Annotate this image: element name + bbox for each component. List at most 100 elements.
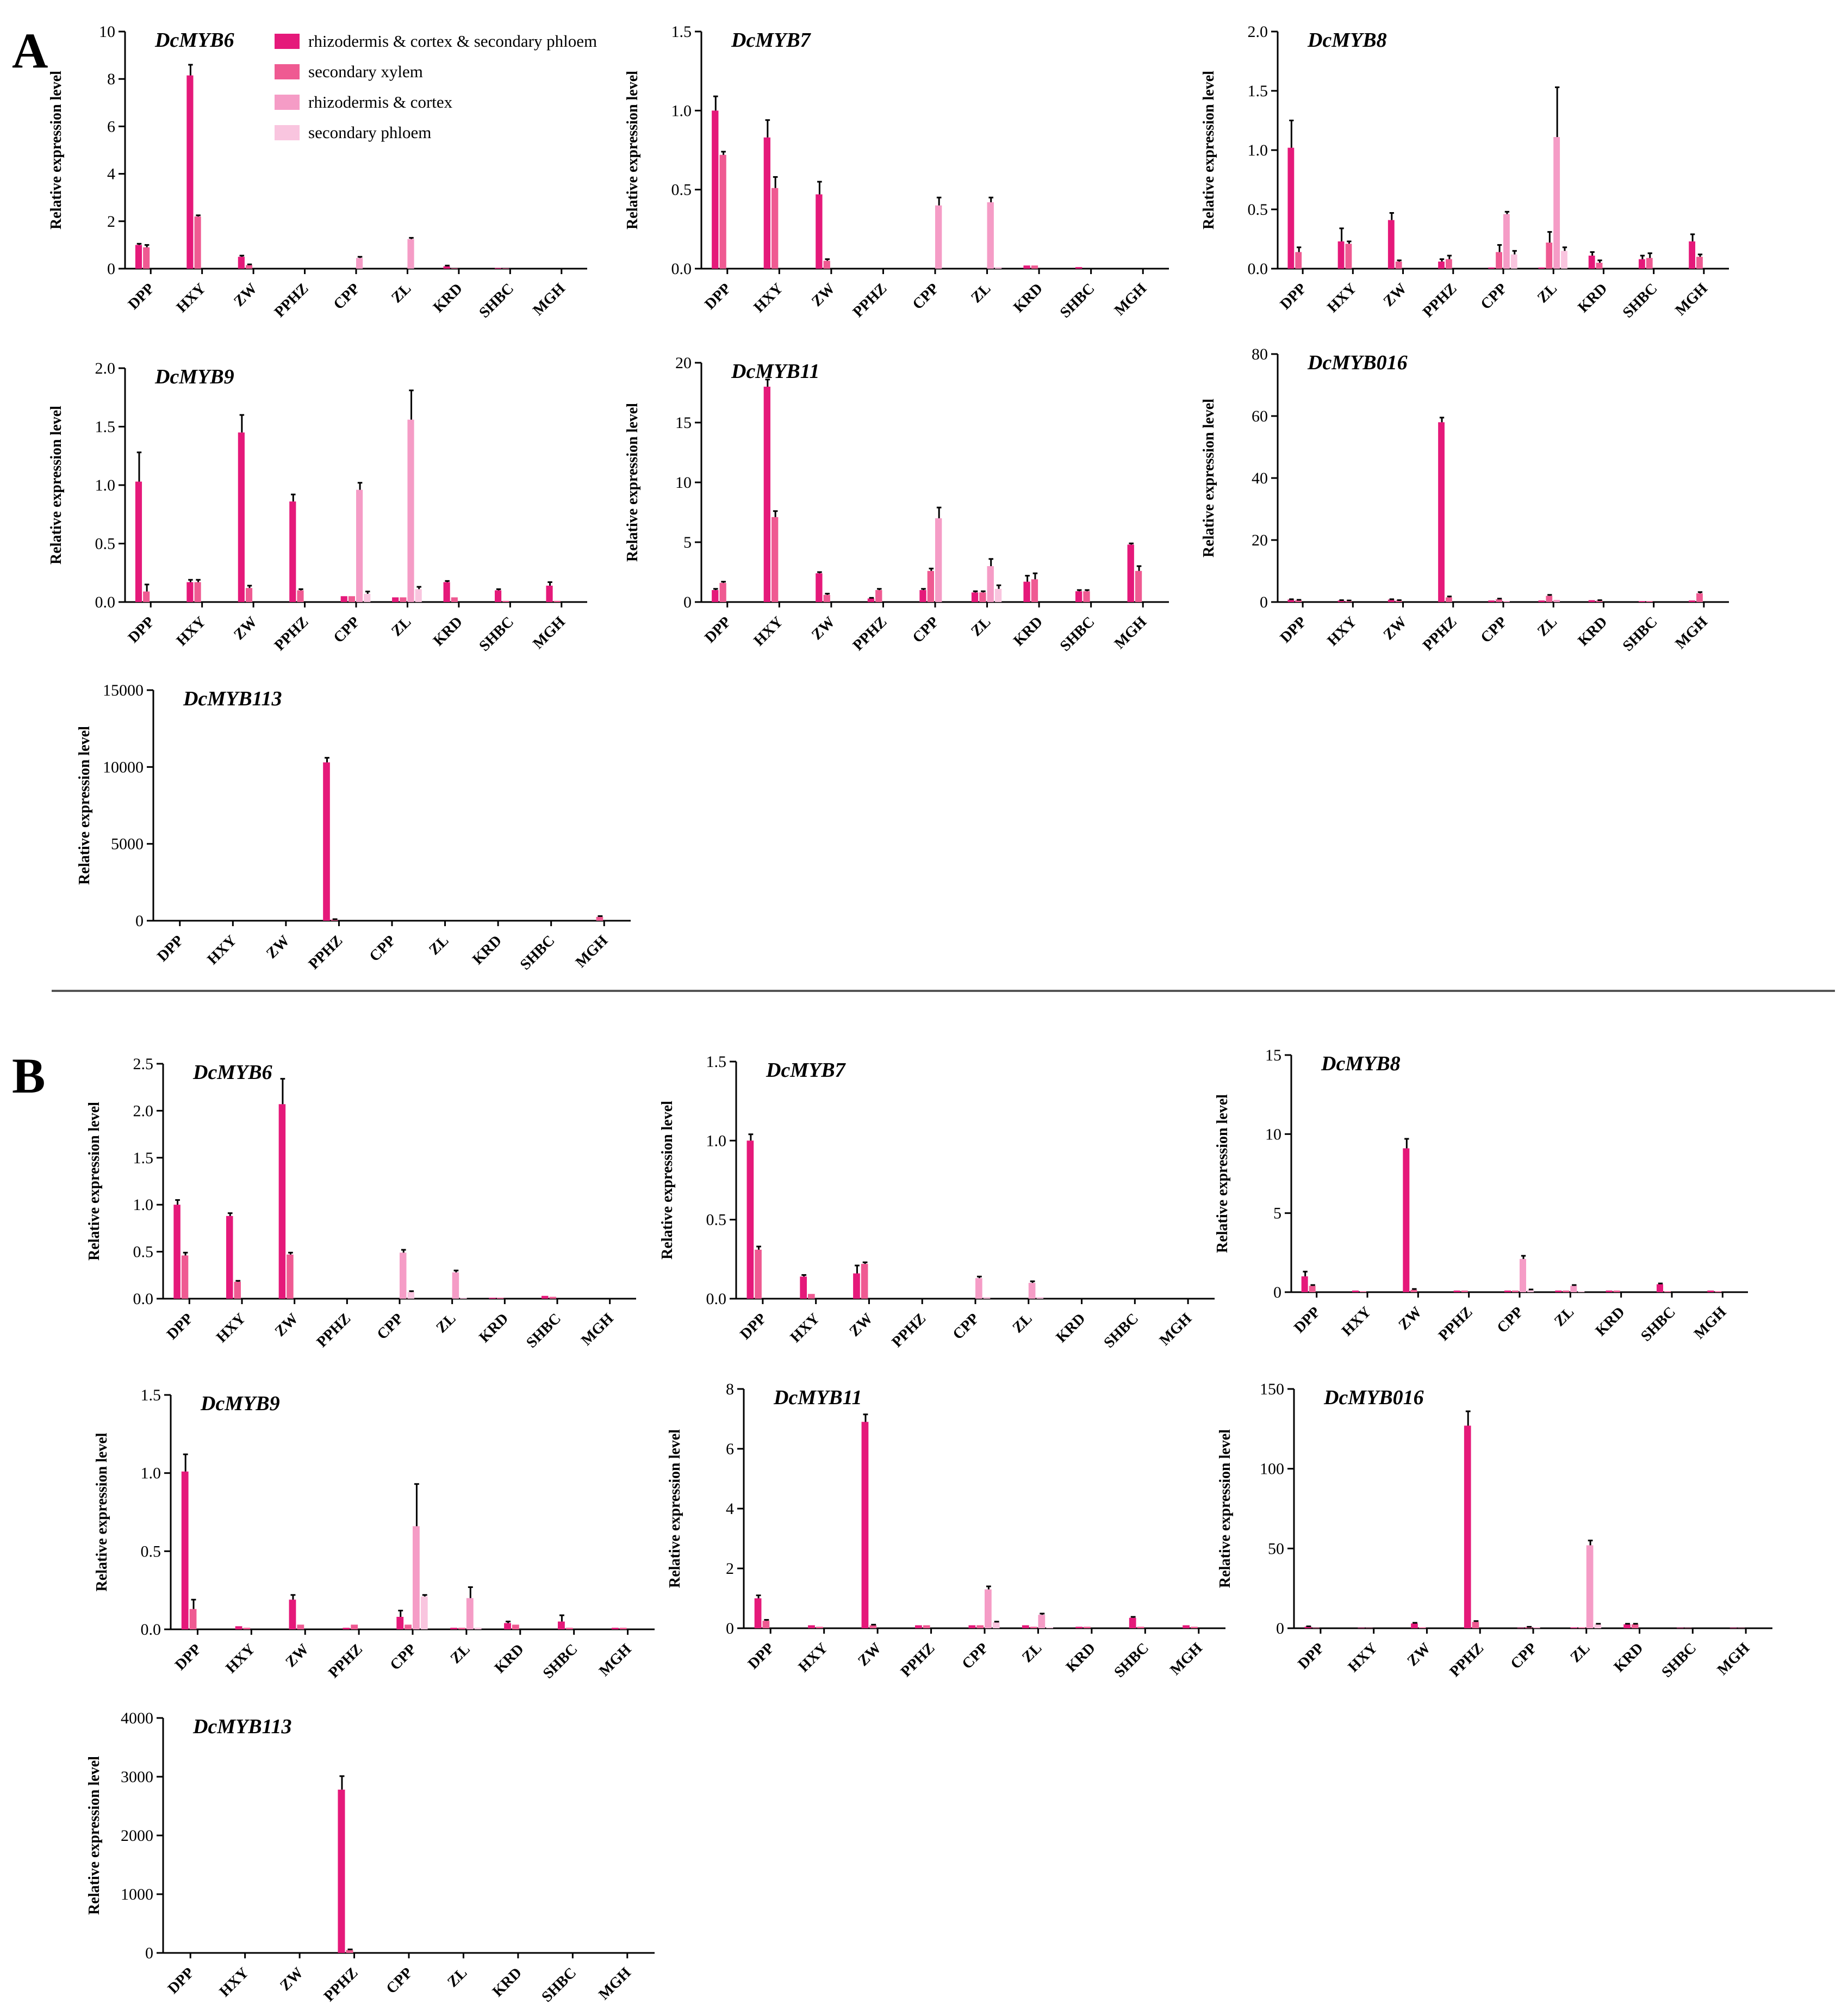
bar bbox=[443, 582, 450, 602]
x-tick-label: CPP bbox=[374, 1310, 407, 1343]
bar bbox=[596, 916, 603, 921]
y-tick-label: 1.5 bbox=[706, 1053, 727, 1071]
bar bbox=[1696, 593, 1703, 602]
bar bbox=[443, 266, 450, 269]
bar bbox=[1453, 1291, 1460, 1292]
x-tick-label: SHBC bbox=[1100, 1310, 1142, 1351]
bar bbox=[495, 268, 502, 269]
x-tick-label: DPP bbox=[154, 932, 186, 965]
bar bbox=[553, 600, 561, 602]
bar bbox=[853, 1273, 860, 1299]
bar bbox=[1023, 581, 1030, 602]
x-tick-label: SHBC bbox=[1658, 1640, 1700, 1681]
x-tick-label: HXY bbox=[213, 1310, 249, 1346]
bar bbox=[867, 598, 875, 602]
bar bbox=[1623, 1624, 1631, 1628]
bar bbox=[546, 585, 553, 602]
y-tick-label: 15000 bbox=[103, 681, 144, 699]
x-tick-label: ZL bbox=[1567, 1640, 1593, 1666]
bar bbox=[351, 1624, 358, 1629]
y-tick-label: 4 bbox=[107, 165, 115, 183]
bar bbox=[1689, 600, 1696, 602]
legend-item: secondary phloem bbox=[275, 117, 597, 148]
bar bbox=[1596, 600, 1603, 602]
x-tick-label: ZW bbox=[263, 932, 293, 962]
bar bbox=[1337, 600, 1345, 602]
bar bbox=[823, 260, 830, 269]
bar bbox=[1387, 599, 1395, 602]
bar bbox=[1445, 597, 1452, 602]
bar bbox=[1563, 1291, 1570, 1292]
bar bbox=[340, 596, 347, 602]
bar bbox=[1295, 600, 1302, 602]
x-tick-label: KRD bbox=[469, 932, 505, 968]
legend-swatch bbox=[275, 34, 300, 49]
x-tick-label: CPP bbox=[910, 280, 942, 313]
y-axis-label: Relative expression level bbox=[667, 1429, 683, 1588]
y-axis-label: Relative expression level bbox=[1217, 1429, 1234, 1588]
bar-chart: DcMYB7 Relative expression level 0.0 0.5 1.0… bbox=[659, 1053, 1215, 1351]
bar bbox=[800, 1276, 807, 1299]
x-tick-label: ZL bbox=[388, 280, 414, 306]
bar bbox=[1707, 1291, 1714, 1292]
bar bbox=[413, 1526, 420, 1629]
bar bbox=[400, 1252, 407, 1299]
x-tick-label: KRD bbox=[1010, 280, 1046, 316]
bar bbox=[1183, 1625, 1190, 1628]
bar bbox=[1510, 254, 1517, 269]
x-tick-label: PPHZ bbox=[1446, 1640, 1487, 1680]
bar bbox=[235, 1626, 242, 1629]
y-tick-label: 2 bbox=[107, 213, 115, 231]
y-tick-label: 0.5 bbox=[1248, 201, 1268, 219]
y-tick-label: 1.5 bbox=[95, 418, 116, 436]
bar bbox=[181, 1255, 189, 1299]
x-tick-label: MGH bbox=[596, 1641, 635, 1680]
bar bbox=[194, 216, 201, 269]
x-tick-label: HXY bbox=[750, 280, 786, 316]
x-tick-label: KRD bbox=[1575, 613, 1610, 649]
x-tick-label: CPP bbox=[959, 1640, 992, 1672]
y-tick-label: 0 bbox=[1260, 593, 1268, 611]
bar bbox=[1084, 1627, 1091, 1628]
x-tick-label: ZW bbox=[231, 280, 260, 310]
x-tick-label: PPHZ bbox=[1420, 280, 1460, 321]
bar bbox=[1395, 261, 1402, 269]
chart-title: DcMYB016 bbox=[1307, 351, 1408, 374]
bar bbox=[1352, 1291, 1359, 1292]
y-tick-label: 1.5 bbox=[141, 1386, 161, 1404]
y-tick-label: 1.0 bbox=[706, 1132, 727, 1150]
x-tick-label: PPHZ bbox=[888, 1310, 929, 1351]
bar bbox=[1445, 259, 1452, 269]
bar bbox=[1639, 601, 1645, 602]
y-tick-label: 10 bbox=[675, 474, 692, 492]
bar bbox=[245, 588, 253, 602]
bar bbox=[861, 1422, 869, 1628]
bar bbox=[297, 1624, 304, 1629]
bar bbox=[1127, 544, 1134, 602]
bar bbox=[186, 582, 194, 602]
x-tick-label: ZL bbox=[433, 1310, 459, 1336]
y-tick-label: 1.0 bbox=[141, 1465, 161, 1482]
bar bbox=[558, 1621, 565, 1629]
x-tick-label: KRD bbox=[476, 1310, 512, 1346]
bar-chart: DcMYB113 Relative expression level 0 5000 10… bbox=[76, 681, 631, 973]
bar bbox=[356, 258, 363, 269]
x-tick-label: ZW bbox=[1395, 1304, 1425, 1333]
x-tick-label: MGH bbox=[1691, 1304, 1730, 1343]
bar bbox=[712, 110, 719, 269]
bar-chart: DcMYB9 Relative expression level 0.0 0.5 1.0… bbox=[48, 359, 587, 655]
y-tick-label: 1.5 bbox=[671, 23, 692, 41]
y-axis-label: Relative expression level bbox=[1200, 71, 1217, 229]
bar bbox=[875, 590, 882, 602]
bar bbox=[396, 1617, 404, 1629]
x-tick-label: PPHZ bbox=[314, 1310, 354, 1351]
x-tick-label: CPP bbox=[331, 280, 363, 313]
x-tick-label: SHBC bbox=[1057, 280, 1098, 321]
x-tick-label: MGH bbox=[530, 613, 569, 653]
chart-title: DcMYB113 bbox=[183, 687, 282, 710]
bar-chart: DcMYB8 Relative expression level 0.0 0.5 1.0… bbox=[1200, 23, 1729, 321]
bar-chart: DcMYB11 Relative expression level 0 2 4 6 8 DPP… bbox=[667, 1380, 1225, 1681]
x-tick-label: CPP bbox=[950, 1310, 982, 1343]
